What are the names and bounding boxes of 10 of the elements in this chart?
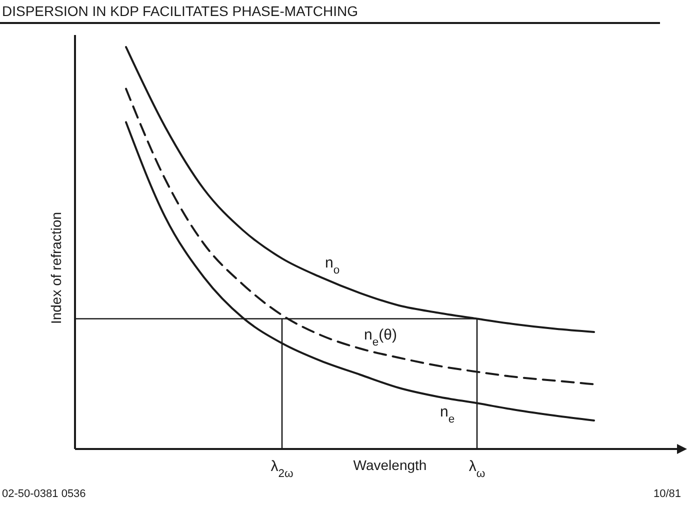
x-tick-label: λ$_{2ω}$ [270, 458, 294, 480]
x-tick-label: λ$_{ω}$ [468, 458, 486, 480]
series-label: n$_{e}$ [440, 404, 455, 426]
chart-title: DISPERSION IN KDP FACILITATES PHASE-MATCHING [2, 3, 358, 19]
x-axis-title: Wavelength [353, 457, 427, 473]
y-axis-title: Index of refraction [48, 212, 64, 324]
series-label: n$_{e}$(θ) [364, 326, 397, 348]
text: 10/81 [653, 488, 681, 500]
text: 02-50-0381 0536 [2, 488, 86, 500]
series-label: n$_{o}$ [325, 254, 340, 276]
